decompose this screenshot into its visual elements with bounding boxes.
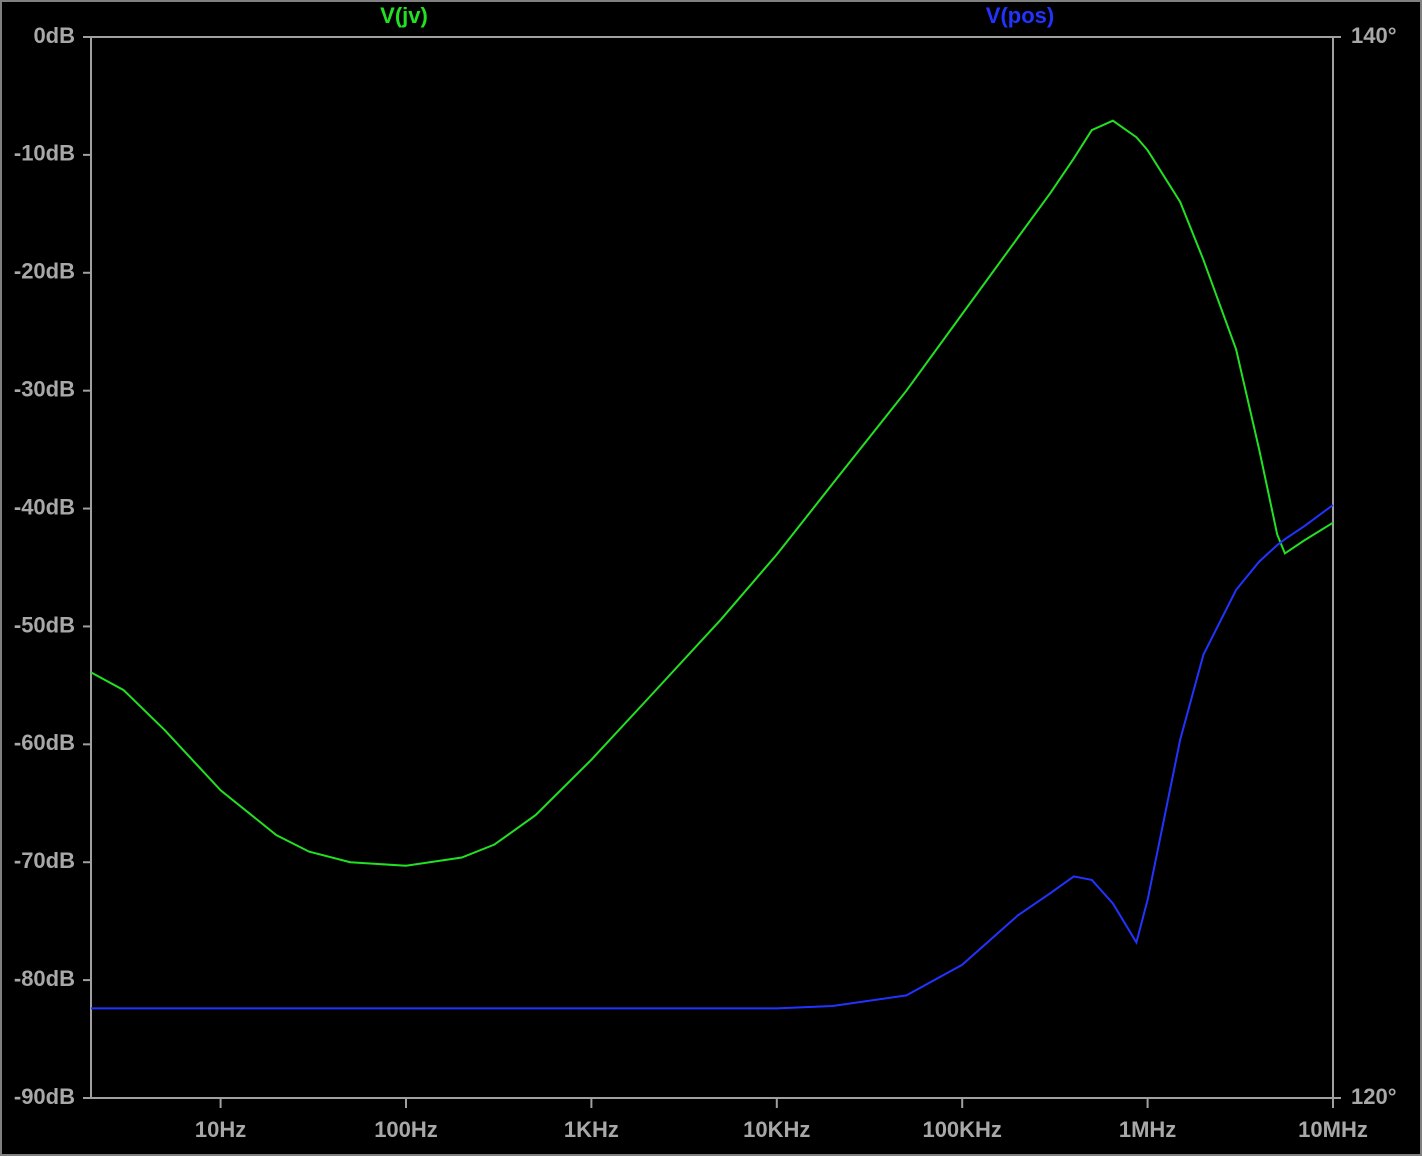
y2-tick-label: 120°	[1351, 1084, 1397, 1109]
x-tick-label: 1MHz	[1119, 1117, 1176, 1142]
y-tick-label: -20dB	[14, 259, 75, 284]
series-line	[90, 119, 1334, 867]
y-tick-label: -80dB	[14, 966, 75, 991]
x-tick-label: 10Hz	[195, 1117, 246, 1142]
plot-area	[90, 36, 1334, 1099]
y-tick-label: -60dB	[14, 730, 75, 755]
x-tick-label: 100KHz	[922, 1117, 1001, 1142]
series-line	[91, 504, 1334, 1010]
y2-tick-label: 140°	[1351, 23, 1397, 48]
x-tick-label: 1KHz	[564, 1117, 619, 1142]
legend-entry: V(pos)	[986, 3, 1054, 28]
x-tick-label: 10MHz	[1298, 1117, 1368, 1142]
y-tick-label: -40dB	[14, 494, 75, 519]
x-tick-label: 10KHz	[743, 1117, 810, 1142]
x-tick-label: 100Hz	[374, 1117, 438, 1142]
legend-entry: V(jv)	[380, 3, 428, 28]
y-tick-label: -50dB	[14, 612, 75, 637]
y-tick-label: -10dB	[14, 141, 75, 166]
y-tick-label: -30dB	[14, 376, 75, 401]
y-tick-label: 0dB	[33, 23, 75, 48]
y-tick-label: -70dB	[14, 848, 75, 873]
y-tick-label: -90dB	[14, 1084, 75, 1109]
